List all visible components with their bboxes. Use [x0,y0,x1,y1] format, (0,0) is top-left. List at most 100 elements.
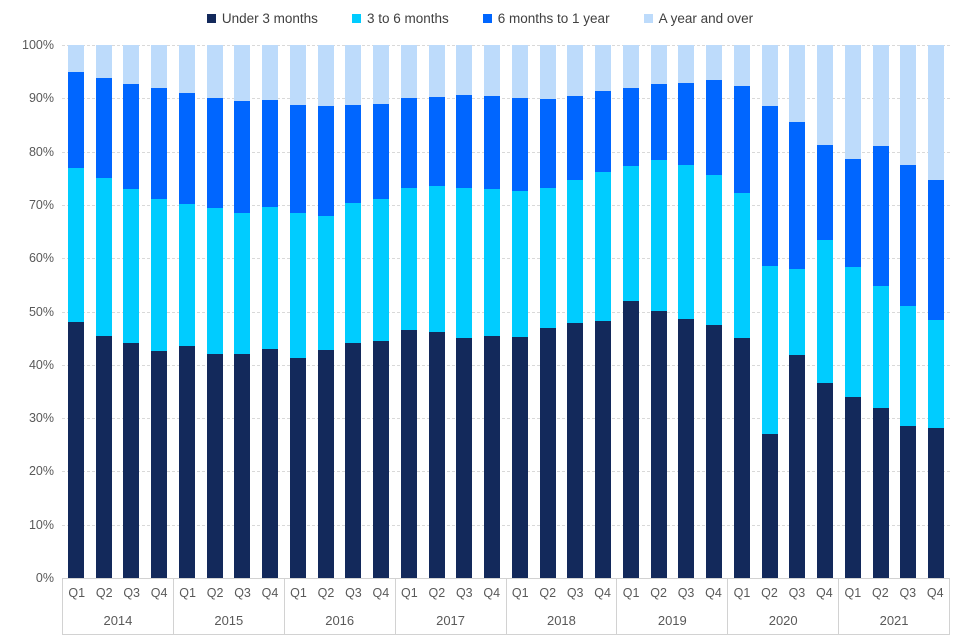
bar-segment-series-1 [595,172,612,321]
bar-segment-series-1 [567,180,584,324]
bar-segment-series-0 [95,336,112,578]
bar-slot [367,45,395,578]
quarter-label: Q2 [761,585,778,600]
bar-segment-series-2 [178,93,195,204]
quarter-label: Q2 [428,585,446,600]
bar-segment-series-3 [761,45,778,106]
stacked-bar [789,45,806,578]
bar-segment-series-2 [400,97,417,188]
bar-segment-series-3 [817,45,834,146]
bar-segment-series-1 [678,165,695,319]
bar-segment-series-2 [706,80,723,176]
gridline [62,311,950,313]
bar-segment-series-3 [151,45,168,88]
bar-segment-series-1 [234,212,251,354]
quarter-row: Q1 Q2 Q3 Q4 [63,579,173,606]
y-axis-tick-label: 0% [35,571,54,585]
bar-segment-series-3 [456,45,473,95]
bar-segment-series-2 [67,71,84,168]
bar-segment-series-1 [733,192,750,339]
bar-segment-series-3 [178,45,195,93]
bar-segment-series-3 [872,45,889,147]
bar-segment-series-0 [206,354,223,578]
bar-slot [811,45,839,578]
bar-segment-series-0 [400,329,417,578]
bar-segment-series-0 [456,338,473,578]
quarter-label: Q3 [234,585,251,600]
legend-swatch [482,14,492,23]
bar-slot [395,45,423,578]
bar-segment-series-0 [706,324,723,578]
stacked-bar [400,45,417,578]
bar-segment-series-2 [95,78,112,179]
bar-segment-series-2 [872,146,889,287]
bar-segment-series-2 [289,104,306,214]
bar-slot [867,45,895,578]
bar-segment-series-3 [844,45,861,159]
stacked-bar [567,45,584,578]
quarter-row: Q1 Q2 Q3 Q4 [285,579,395,606]
bar-segment-series-0 [428,332,445,578]
bar-segment-series-1 [900,306,917,426]
bar-segment-series-3 [622,45,639,88]
bar-segment-series-2 [844,158,861,268]
year-group: Q1 Q2 Q3 Q4 2014 [63,579,173,634]
quarter-row: Q1 Q2 Q3 Q4 [617,579,727,606]
year-group: Q1 Q2 Q3 Q4 2017 [394,579,506,634]
year-label: 2019 [657,612,687,628]
year-label: 2018 [546,612,576,628]
bar-segment-series-3 [484,45,501,97]
quarter-row: Q1 Q2 Q3 Q4 [396,579,506,606]
bar-slot [90,45,118,578]
y-axis-tick-label: 100% [22,38,54,52]
bar-segment-series-3 [317,45,334,106]
y-axis-tick-label: 70% [28,197,54,212]
bar-segment-series-2 [262,99,279,207]
quarter-label: Q2 [206,585,224,600]
quarter-row: Q1 Q2 Q3 Q4 [507,579,617,606]
legend-label: 6 months to 1 year [497,11,610,26]
bar-segment-series-3 [900,45,917,165]
year-label: 2017 [436,612,466,628]
bar-segment-series-0 [622,300,639,578]
quarter-label: Q3 [677,585,695,600]
bar-slot [756,45,784,578]
bar-segment-series-3 [539,45,556,99]
legend-item: 6 months to 1 year [482,11,610,26]
y-axis-tick-label: 80% [28,144,54,159]
year-group: Q1 Q2 Q3 Q4 2021 [838,579,949,634]
stacked-bar [206,45,223,578]
bar-segment-series-1 [373,198,390,342]
bar-segment-series-2 [511,98,528,191]
stacked-bar [95,45,112,578]
legend-item: A year and over [643,11,754,26]
bar-segment-series-3 [123,45,140,84]
bar-segment-series-1 [123,188,140,344]
stacked-bar [595,45,612,578]
stacked-bar [678,45,695,578]
stacked-bar [262,45,279,578]
bar-slot [423,45,451,578]
bar-slot [617,45,645,578]
year-label: 2015 [214,612,244,628]
bar-slot [173,45,201,578]
bar-segment-series-0 [595,320,612,578]
quarter-label: Q3 [345,585,362,600]
bar-segment-series-1 [206,207,223,355]
stacked-bar [428,45,445,578]
legend-label: A year and over [658,11,754,26]
legend-item: Under 3 months [206,11,318,26]
year-group: Q1 Q2 Q3 Q4 2019 [616,579,727,634]
bar-slot [839,45,867,578]
stacked-bar [844,45,861,578]
bar-segment-series-3 [400,45,417,98]
bar-segment-series-3 [928,45,945,180]
bar-slot [118,45,146,578]
bar-slot [589,45,617,578]
gridline [62,98,950,100]
gridline [62,204,950,206]
bar-segment-series-2 [345,105,362,204]
quarter-label: Q3 [899,585,917,600]
bar-segment-series-0 [484,336,501,578]
bar-segment-series-2 [595,90,612,173]
